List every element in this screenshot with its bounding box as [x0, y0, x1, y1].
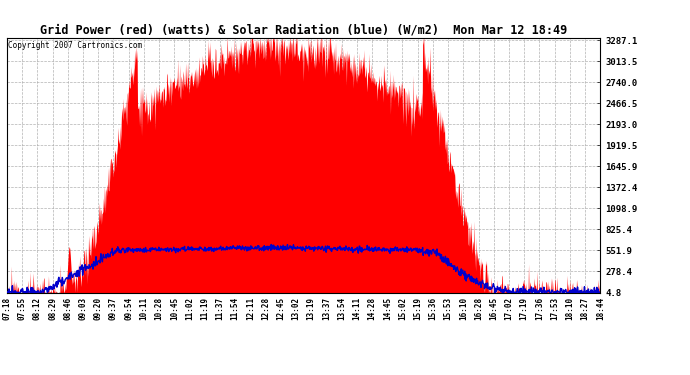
- Title: Grid Power (red) (watts) & Solar Radiation (blue) (W/m2)  Mon Mar 12 18:49: Grid Power (red) (watts) & Solar Radiati…: [40, 23, 567, 36]
- Text: Copyright 2007 Cartronics.com: Copyright 2007 Cartronics.com: [8, 41, 142, 50]
